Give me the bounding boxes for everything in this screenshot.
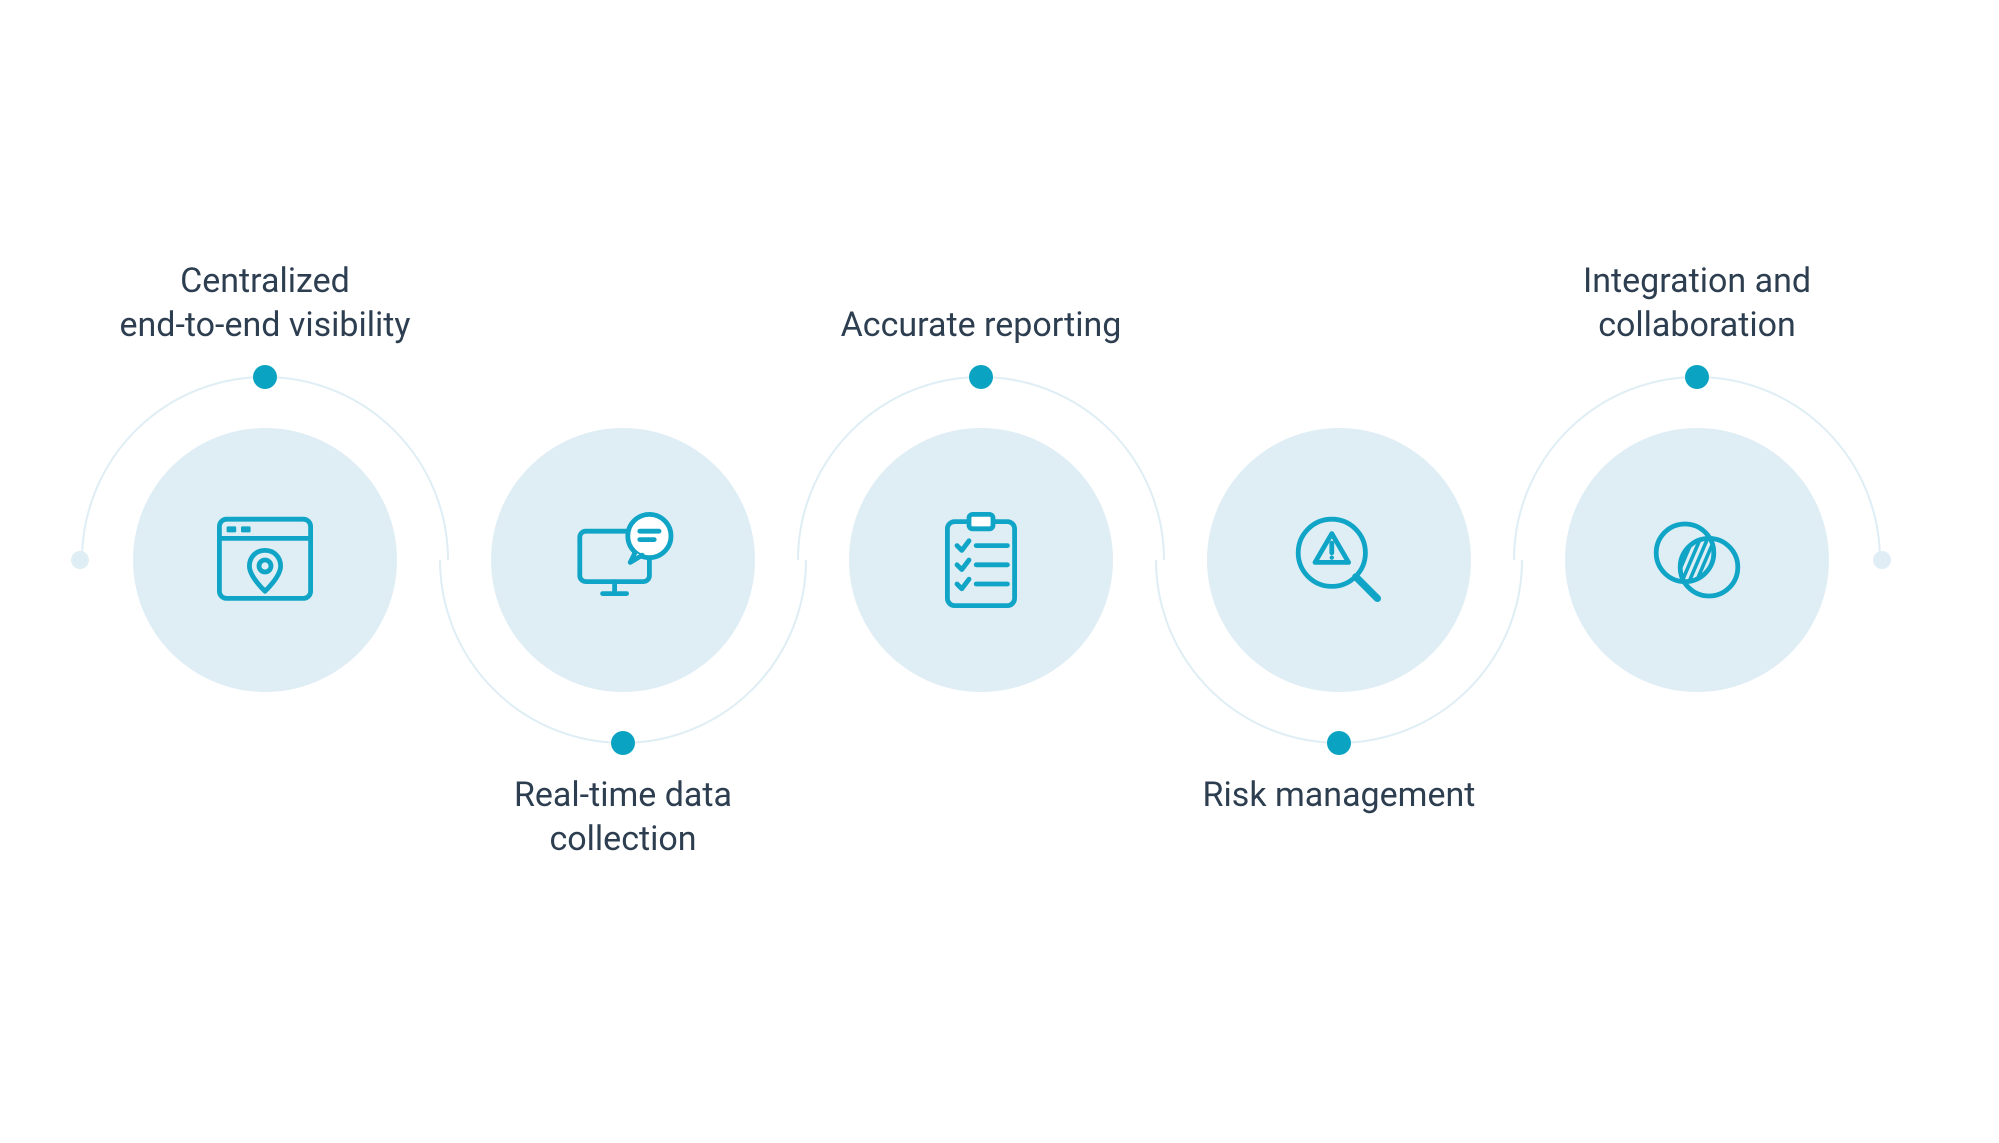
arc-dot: [611, 731, 635, 755]
arc-dot: [969, 365, 993, 389]
arc-dot: [1327, 731, 1351, 755]
node-label-integration: Integration andcollaboration: [1507, 259, 1887, 347]
arc-dot: [1685, 365, 1709, 389]
arc-dot: [253, 365, 277, 389]
venn-overlap-icon: [1637, 500, 1757, 620]
clipboard-check-icon: [921, 500, 1041, 620]
node-label-reporting: Accurate reporting: [791, 303, 1171, 347]
magnify-alert-icon: [1279, 500, 1399, 620]
monitor-chat-icon: [563, 500, 683, 620]
node-label-visibility: Centralizedend-to-end visibility: [75, 259, 455, 347]
node-label-realtime: Real-time datacollection: [433, 773, 813, 861]
node-label-risk: Risk management: [1149, 773, 1529, 817]
infographic-stage: Centralizedend-to-end visibility Real-tim…: [0, 0, 1999, 1143]
browser-location-icon: [205, 500, 325, 620]
